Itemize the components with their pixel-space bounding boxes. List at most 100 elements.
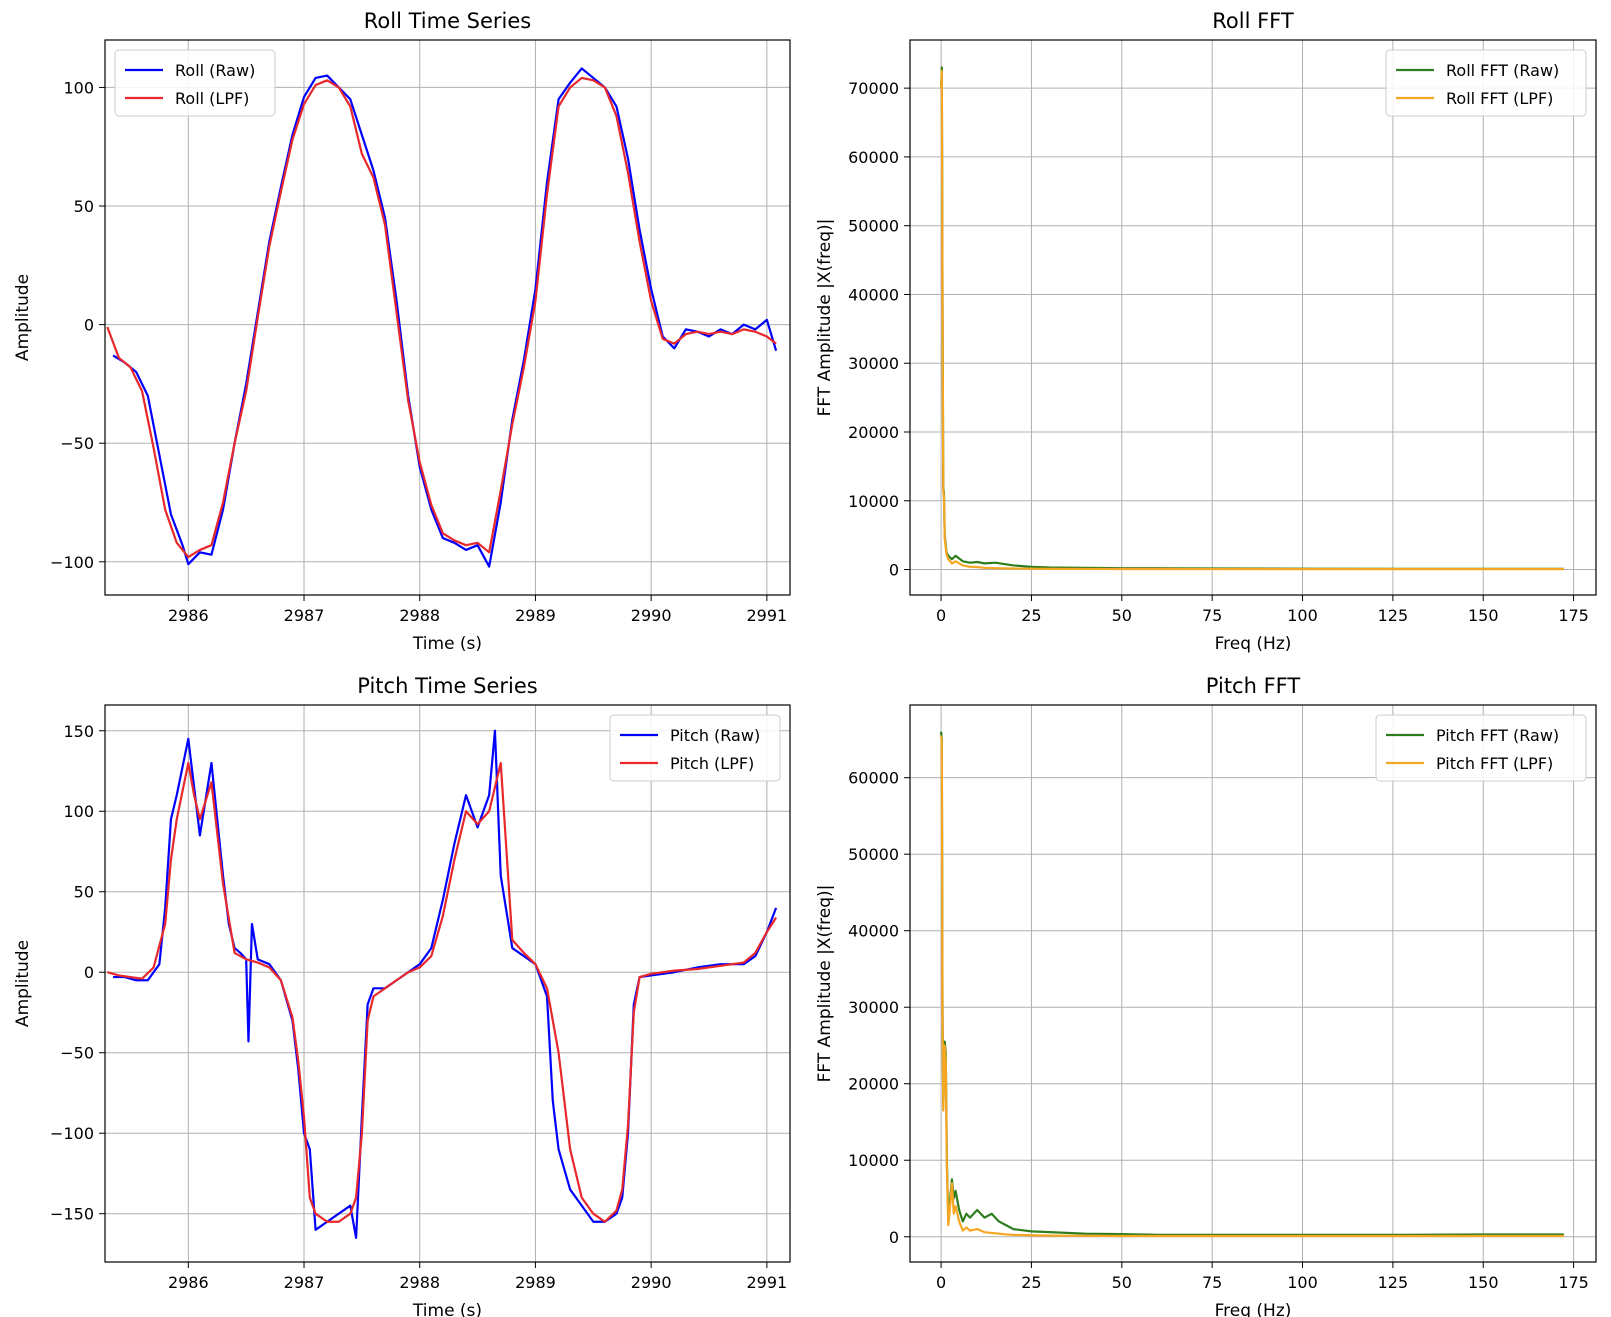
legend-label-2: Pitch FFT (LPF) xyxy=(1436,754,1553,773)
y-axis-label: FFT Amplitude |X(freq)| xyxy=(815,219,835,417)
y-tick-label: −100 xyxy=(50,1124,94,1143)
legend: Roll (Raw) Roll (LPF) xyxy=(114,49,276,117)
x-tick-label: 2988 xyxy=(399,606,440,625)
y-tick-label: 40000 xyxy=(848,922,899,941)
subplot-roll_ts: 2986 2987 2988 2989 2990 2991 −100 −50 0 50 100 Rol… xyxy=(13,9,791,654)
x-tick-label: 150 xyxy=(1468,1273,1499,1292)
chart-title: Pitch FFT xyxy=(1206,674,1301,698)
x-tick-label: 50 xyxy=(1112,1273,1132,1292)
y-tick-label: 100 xyxy=(63,802,94,821)
x-axis-label: Freq (Hz) xyxy=(1215,1301,1292,1317)
x-tick-label: 150 xyxy=(1468,606,1499,625)
x-tick-label: 175 xyxy=(1558,606,1589,625)
axes-frame xyxy=(909,704,1597,1263)
legend: Roll FFT (Raw) Roll FFT (LPF) xyxy=(1385,49,1587,117)
x-tick-label: 100 xyxy=(1287,1273,1318,1292)
legend-label-1: Pitch (Raw) xyxy=(670,726,760,745)
subplot-roll_fft: 0 25 50 75 100 125 150 175 0 10000 20000 30000 40000… xyxy=(815,9,1597,654)
legend-box xyxy=(114,49,276,117)
y-tick-label: 20000 xyxy=(848,1075,899,1094)
legend-label-2: Roll FFT (LPF) xyxy=(1446,89,1553,108)
x-tick-label: 125 xyxy=(1378,1273,1409,1292)
x-tick-label: 2990 xyxy=(631,1273,672,1292)
y-tick-label: 150 xyxy=(63,722,94,741)
y-tick-label: 100 xyxy=(63,78,94,97)
series-line-1 xyxy=(113,729,778,1239)
x-tick-label: 2987 xyxy=(284,1273,325,1292)
x-tick-label: 0 xyxy=(936,606,946,625)
y-tick-label: −150 xyxy=(50,1205,94,1224)
x-tick-label: 0 xyxy=(936,1273,946,1292)
x-tick-label: 50 xyxy=(1112,606,1132,625)
chart-title: Pitch Time Series xyxy=(357,674,537,698)
series-line-2 xyxy=(939,735,1564,1238)
y-tick-label: 30000 xyxy=(848,354,899,373)
x-tick-label: 25 xyxy=(1021,1273,1041,1292)
series-line-1 xyxy=(939,66,1564,570)
x-tick-label: 175 xyxy=(1558,1273,1589,1292)
legend-box xyxy=(1375,714,1587,782)
axes-frame xyxy=(104,704,791,1263)
legend-label-1: Roll (Raw) xyxy=(175,61,255,80)
series-line-2 xyxy=(107,761,778,1223)
series-line-2 xyxy=(939,69,1564,571)
y-tick-label: 50000 xyxy=(848,217,899,236)
x-tick-label: 2991 xyxy=(746,606,787,625)
y-tick-label: 30000 xyxy=(848,998,899,1017)
x-axis-label: Freq (Hz) xyxy=(1215,634,1292,654)
series-line-2 xyxy=(106,76,777,559)
x-tick-label: 125 xyxy=(1378,606,1409,625)
legend-box xyxy=(1385,49,1587,117)
legend: Pitch (Raw) Pitch (LPF) xyxy=(609,714,781,782)
y-tick-label: 60000 xyxy=(848,148,899,167)
y-tick-label: 50 xyxy=(74,883,94,902)
legend: Pitch FFT (Raw) Pitch FFT (LPF) xyxy=(1375,714,1587,782)
x-tick-label: 75 xyxy=(1202,606,1222,625)
y-tick-label: 10000 xyxy=(848,1151,899,1170)
legend-label-2: Pitch (LPF) xyxy=(670,754,754,773)
axes-frame xyxy=(104,39,791,596)
y-tick-label: 70000 xyxy=(848,79,899,98)
legend-box xyxy=(609,714,781,782)
x-axis-label: Time (s) xyxy=(412,634,482,654)
x-tick-label: 2991 xyxy=(746,1273,787,1292)
y-tick-label: 0 xyxy=(889,561,899,580)
y-tick-label: 50 xyxy=(74,197,94,216)
y-axis-label: FFT Amplitude |X(freq)| xyxy=(815,885,835,1083)
legend-label-2: Roll (LPF) xyxy=(175,89,249,108)
x-tick-label: 2989 xyxy=(515,606,556,625)
x-tick-label: 2986 xyxy=(168,1273,209,1292)
chart-title: Roll Time Series xyxy=(364,9,532,33)
x-axis-label: Time (s) xyxy=(412,1301,482,1317)
y-tick-label: −50 xyxy=(60,1044,94,1063)
axes-frame xyxy=(909,39,1597,596)
x-tick-label: 2986 xyxy=(168,606,209,625)
x-tick-label: 2990 xyxy=(631,606,672,625)
subplot-pitch_fft: 0 25 50 75 100 125 150 175 0 10000 20000 30000 40000… xyxy=(815,674,1597,1317)
y-tick-label: 40000 xyxy=(848,285,899,304)
x-tick-label: 75 xyxy=(1202,1273,1222,1292)
x-tick-label: 100 xyxy=(1287,606,1318,625)
legend-label-1: Pitch FFT (Raw) xyxy=(1436,726,1559,745)
y-tick-label: 0 xyxy=(84,963,94,982)
y-axis-label: Amplitude xyxy=(13,274,33,361)
y-tick-label: −50 xyxy=(60,434,94,453)
y-tick-label: 0 xyxy=(84,316,94,335)
y-tick-label: −100 xyxy=(50,553,94,572)
y-tick-label: 60000 xyxy=(848,769,899,788)
y-tick-label: 20000 xyxy=(848,423,899,442)
x-tick-label: 2988 xyxy=(399,1273,440,1292)
series-line-1 xyxy=(939,731,1564,1236)
series-line-1 xyxy=(112,67,778,568)
chart-title: Roll FFT xyxy=(1212,9,1294,33)
y-tick-label: 10000 xyxy=(848,492,899,511)
y-tick-label: 50000 xyxy=(848,845,899,864)
x-tick-label: 25 xyxy=(1021,606,1041,625)
y-axis-label: Amplitude xyxy=(13,940,33,1027)
x-tick-label: 2989 xyxy=(515,1273,556,1292)
subplot-pitch_ts: 2986 2987 2988 2989 2990 2991 −150 −100 −50 0 50 10… xyxy=(13,674,791,1317)
y-tick-label: 0 xyxy=(889,1228,899,1247)
x-tick-label: 2987 xyxy=(284,606,325,625)
legend-label-1: Roll FFT (Raw) xyxy=(1446,61,1559,80)
